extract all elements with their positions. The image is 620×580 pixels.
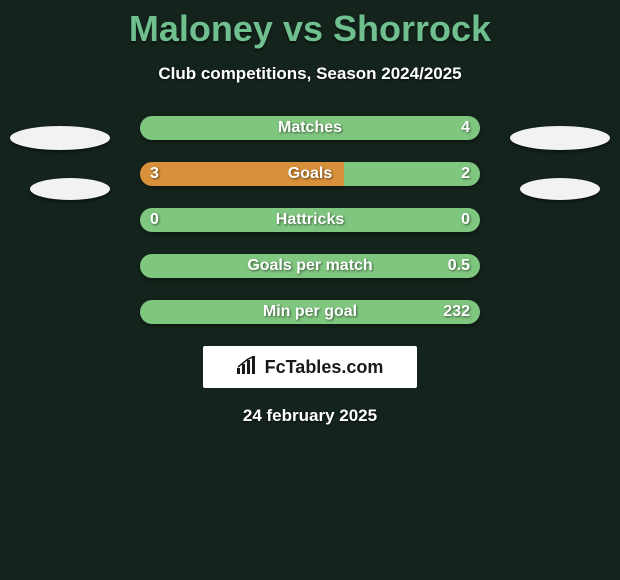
decor-ellipse bbox=[510, 126, 610, 150]
value-right: 2 bbox=[461, 165, 470, 183]
subtitle: Club competitions, Season 2024/2025 bbox=[0, 64, 620, 84]
decor-ellipse bbox=[30, 178, 110, 200]
page-title: Maloney vs Shorrock bbox=[0, 0, 620, 50]
logo-text: FcTables.com bbox=[265, 357, 384, 378]
stat-row: Hattricks 0 0 bbox=[0, 204, 620, 236]
bar-right bbox=[344, 162, 480, 186]
stat-label: Matches bbox=[278, 119, 342, 137]
stat-row: Min per goal 232 bbox=[0, 296, 620, 328]
stat-label: Hattricks bbox=[276, 211, 344, 229]
stat-label: Min per goal bbox=[263, 303, 357, 321]
stat-label: Goals per match bbox=[247, 257, 372, 275]
value-left: 3 bbox=[150, 165, 159, 183]
value-left: 0 bbox=[150, 211, 159, 229]
value-right: 232 bbox=[443, 303, 470, 321]
decor-ellipse bbox=[10, 126, 110, 150]
stat-label: Goals bbox=[288, 165, 332, 183]
logo-box: FcTables.com bbox=[203, 346, 417, 388]
date-text: 24 february 2025 bbox=[0, 406, 620, 426]
stat-row: Goals per match 0.5 bbox=[0, 250, 620, 282]
logo-chart-icon bbox=[237, 356, 259, 379]
value-right: 0.5 bbox=[448, 257, 470, 275]
value-right: 4 bbox=[461, 119, 470, 137]
decor-ellipse bbox=[520, 178, 600, 200]
value-right: 0 bbox=[461, 211, 470, 229]
